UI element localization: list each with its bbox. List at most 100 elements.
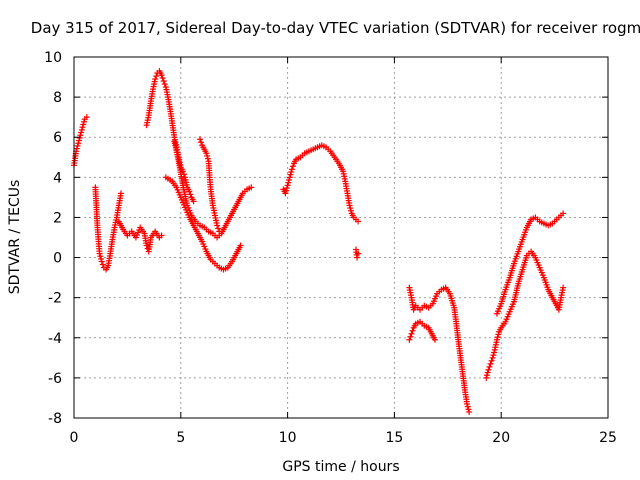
data-point — [284, 182, 291, 189]
data-point — [98, 258, 105, 265]
data-point — [204, 155, 211, 162]
data-point — [77, 132, 84, 139]
y-tick-label: -4 — [48, 331, 62, 347]
data-point — [493, 336, 500, 343]
data-point — [466, 408, 473, 415]
data-point — [483, 374, 490, 381]
data-point — [99, 261, 106, 268]
data-point — [283, 187, 290, 194]
data-point — [346, 202, 353, 209]
data-point — [190, 198, 197, 205]
data-point — [158, 72, 165, 79]
y-tick-label: 0 — [53, 251, 62, 267]
data-point — [288, 168, 295, 175]
data-point — [286, 177, 293, 184]
data-point — [347, 205, 354, 212]
data-point — [483, 372, 490, 379]
data-point — [354, 254, 361, 261]
data-point — [409, 327, 416, 334]
data-point — [97, 253, 104, 260]
data-point — [560, 284, 567, 291]
data-point — [83, 114, 90, 121]
data-point — [484, 369, 491, 376]
data-point — [152, 76, 159, 83]
data-point — [117, 190, 124, 197]
data-point — [282, 190, 289, 197]
data-point — [465, 406, 472, 413]
data-point — [237, 242, 244, 249]
x-tick-label: 15 — [385, 430, 403, 446]
data-point — [75, 137, 82, 144]
data-point — [79, 124, 86, 131]
data-point — [485, 366, 492, 373]
data-point — [186, 188, 193, 195]
data-point — [489, 354, 496, 361]
data-point — [431, 336, 438, 343]
data-point — [488, 357, 495, 364]
data-point — [160, 78, 167, 85]
data-point — [355, 250, 362, 257]
x-tick-label: 0 — [70, 430, 79, 446]
data-point — [75, 140, 82, 147]
x-tick-label: 10 — [279, 430, 297, 446]
y-tick-label: 6 — [53, 130, 62, 146]
data-point — [80, 118, 87, 125]
data-point — [143, 242, 150, 249]
x-tick-label: 20 — [492, 430, 510, 446]
data-point — [74, 142, 81, 149]
y-tick-label: 8 — [53, 90, 62, 106]
data-point — [204, 152, 211, 159]
data-points — [71, 68, 567, 415]
data-point — [288, 166, 295, 173]
y-tick-label: -8 — [48, 411, 62, 427]
data-point — [98, 255, 105, 262]
data-point — [153, 73, 160, 80]
data-point — [287, 171, 294, 178]
chart-title: Day 315 of 2017, Sidereal Day-to-day VTE… — [31, 19, 640, 37]
y-tick-label: -6 — [48, 371, 62, 387]
data-point — [248, 184, 255, 191]
y-tick-label: 10 — [44, 50, 62, 66]
data-point — [158, 232, 165, 239]
data-point — [486, 363, 493, 370]
data-point — [289, 163, 296, 170]
plot-frame — [73, 56, 609, 419]
data-point — [487, 360, 494, 367]
data-point — [73, 145, 80, 152]
data-point — [96, 250, 103, 257]
y-tick-label: 4 — [53, 170, 62, 186]
data-point — [408, 330, 415, 337]
data-point — [495, 331, 502, 338]
y-axis-label: SDTVAR / TECUs — [7, 180, 23, 295]
y-tick-labels: -8 -6 -4 -2 0 2 4 6 8 10 — [44, 50, 62, 427]
data-point — [78, 129, 85, 136]
data-point — [203, 150, 210, 157]
data-point — [76, 134, 83, 141]
data-point — [283, 185, 290, 192]
data-point — [347, 207, 354, 214]
data-point — [407, 333, 414, 340]
data-point — [78, 126, 85, 133]
grid-lines — [74, 57, 608, 418]
data-point — [286, 174, 293, 181]
data-point — [355, 218, 362, 225]
x-tick-labels: 0 5 10 15 20 25 — [70, 430, 617, 446]
data-point — [491, 349, 498, 356]
axis-ticks — [73, 56, 609, 419]
data-point — [187, 191, 194, 198]
data-point — [198, 139, 205, 146]
data-point — [285, 179, 292, 186]
data-point — [159, 75, 166, 82]
x-axis-label: GPS time / hours — [282, 459, 399, 475]
y-tick-label: 2 — [53, 210, 62, 226]
data-point — [494, 334, 501, 341]
data-point — [406, 336, 413, 343]
data-point — [216, 228, 223, 235]
data-point — [161, 81, 168, 88]
data-point — [464, 400, 471, 407]
data-point — [215, 225, 222, 232]
data-point — [80, 121, 87, 128]
data-point — [214, 222, 221, 229]
x-tick-label: 5 — [176, 430, 185, 446]
